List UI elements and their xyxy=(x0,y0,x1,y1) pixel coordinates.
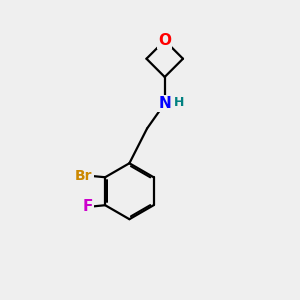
Text: O: O xyxy=(158,33,171,48)
Text: N: N xyxy=(158,96,171,111)
Text: F: F xyxy=(82,199,93,214)
Text: Br: Br xyxy=(75,169,93,183)
Text: H: H xyxy=(174,95,184,109)
